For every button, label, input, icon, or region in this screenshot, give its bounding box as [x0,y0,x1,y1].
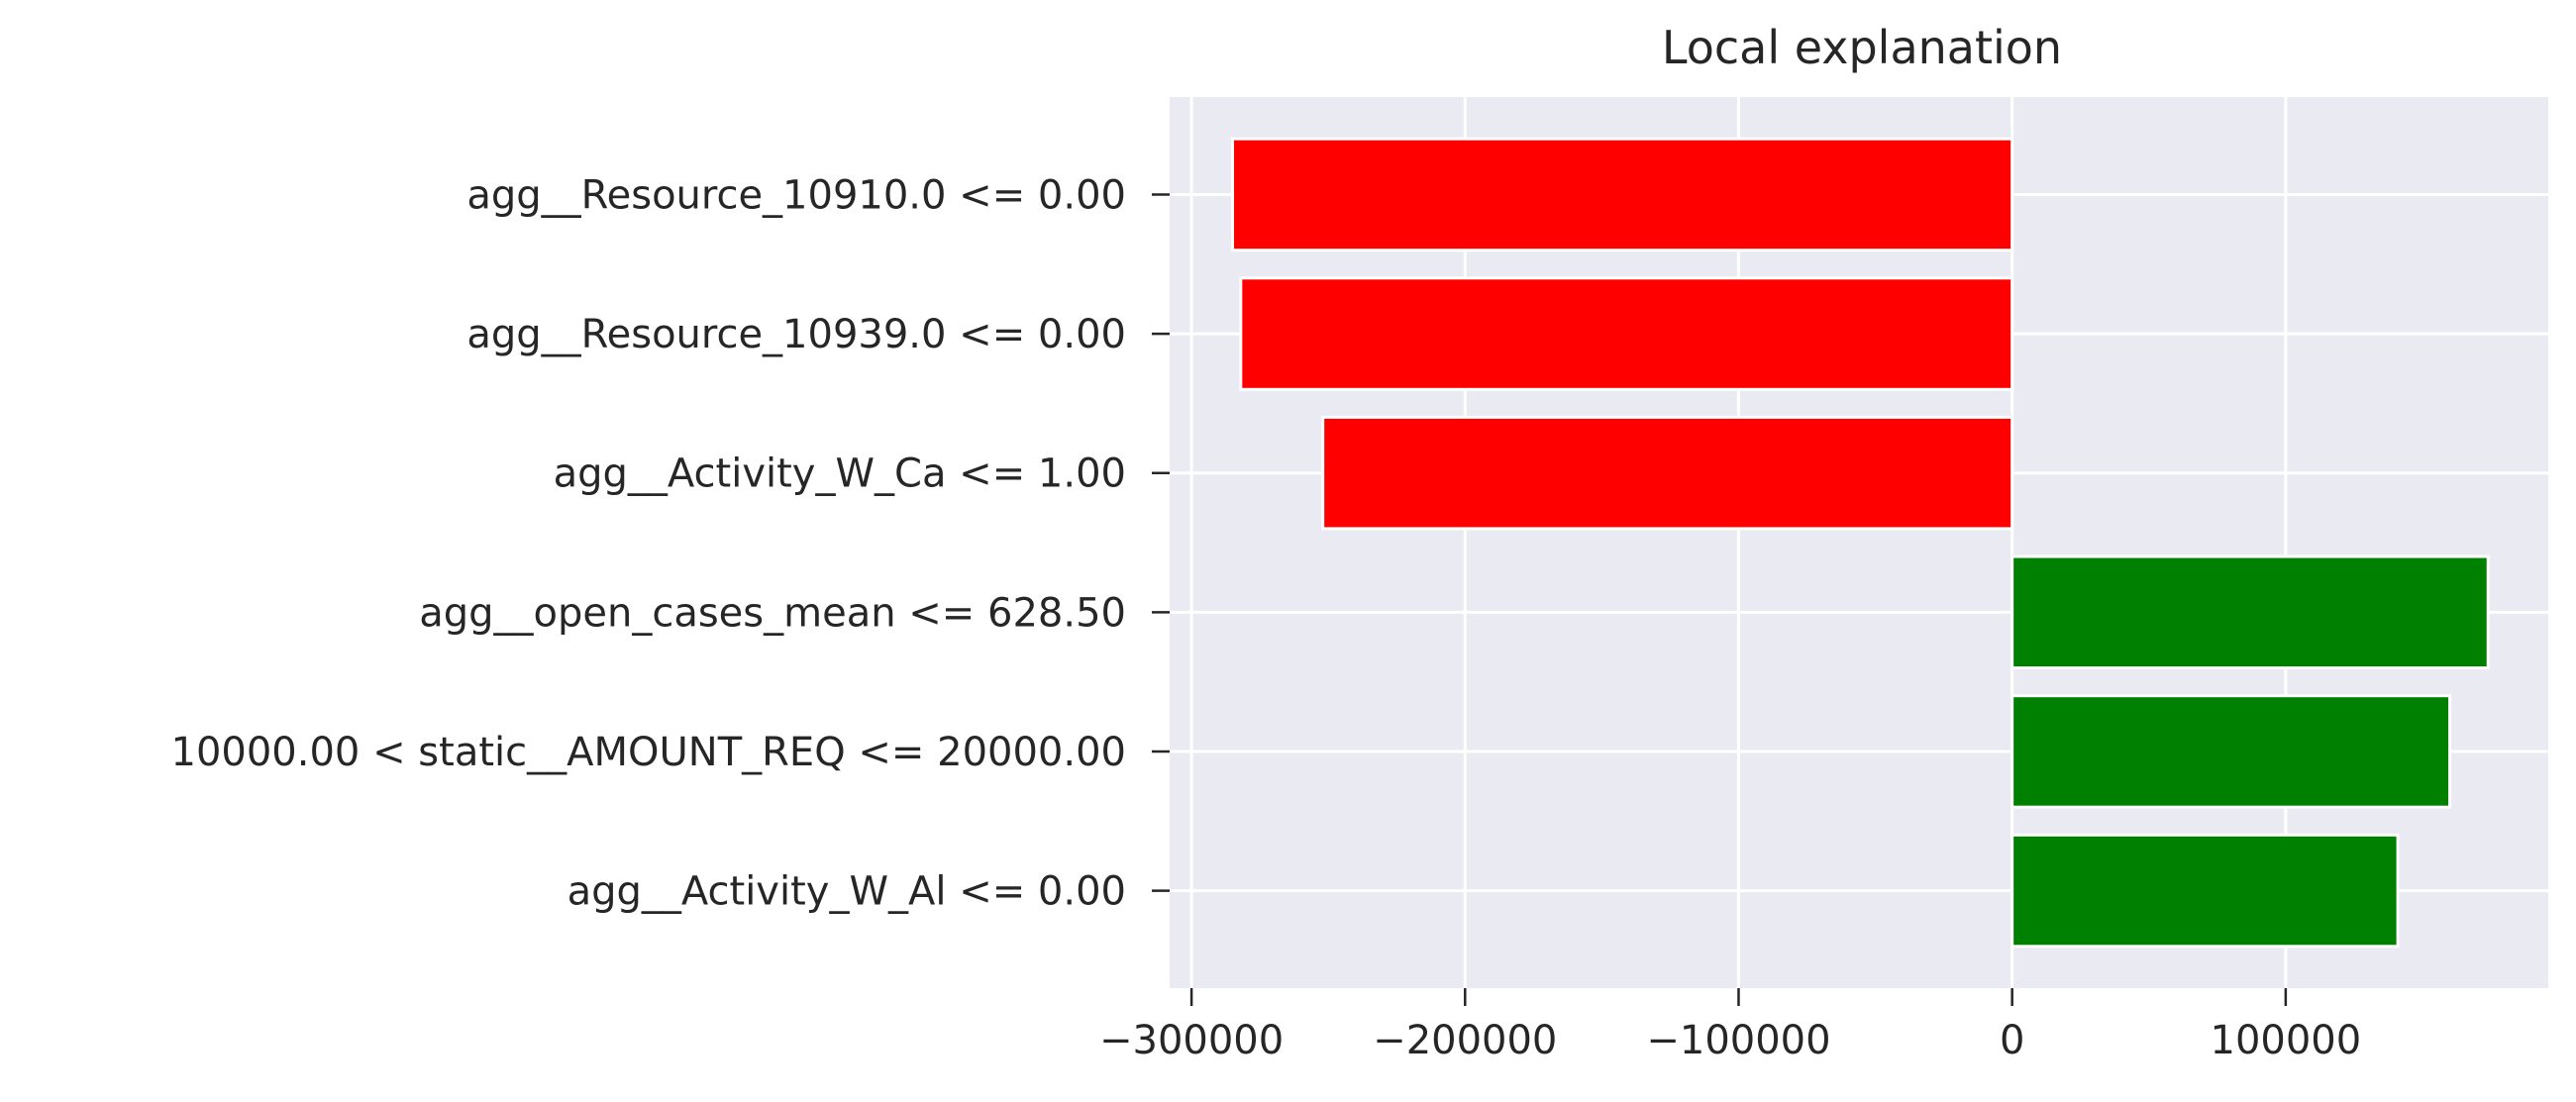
x-tick-label: −200000 [1373,1018,1557,1063]
y-tick-label: agg__Activity_W_Ca <= 1.00 [554,451,1126,497]
y-tick-label: agg__open_cases_mean <= 628.50 [419,590,1126,636]
y-tick-label: 10000.00 < static__AMOUNT_REQ <= 20000.0… [171,730,1127,775]
bar [2010,694,2452,809]
x-tick-labels: −300000 −200000 −100000 0 100000 [1099,988,2361,1063]
x-tick-label: 0 [2000,1018,2024,1063]
bar [2010,833,2400,949]
y-tick-label: agg__Resource_10910.0 <= 0.00 [466,172,1126,218]
y-tick-labels: agg__Resource_10910.0 <= 0.00 agg__Resour… [171,172,1170,915]
bar [1321,415,2014,531]
bar [2010,554,2490,670]
x-tick-label: 100000 [2211,1018,2362,1063]
bar [1239,276,2014,391]
chart-title: Local explanation [1662,21,2062,74]
x-tick-label: −300000 [1099,1018,1284,1063]
bars [1231,137,2490,949]
x-tick-label: −100000 [1646,1018,1830,1063]
y-tick-label: agg__Activity_W_Al <= 0.00 [567,869,1126,915]
bar [1231,137,2014,252]
y-tick-label: agg__Resource_10939.0 <= 0.00 [466,312,1126,357]
